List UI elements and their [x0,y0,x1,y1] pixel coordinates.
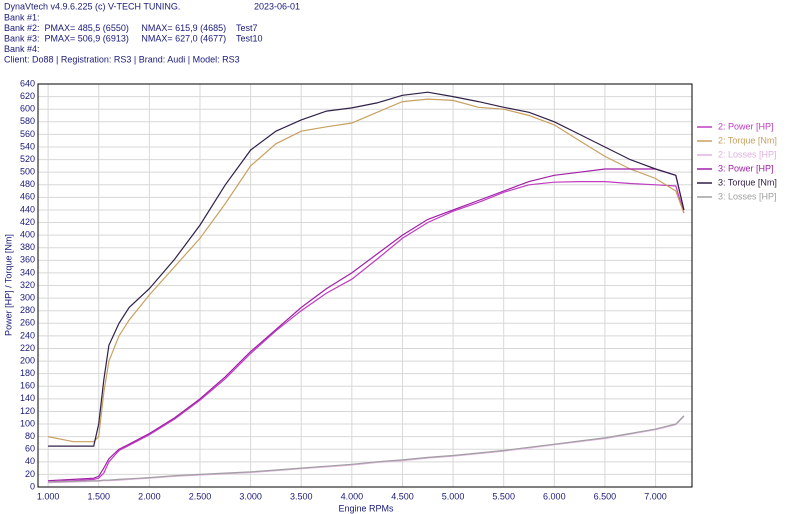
x-tick-label: 4.000 [341,491,364,501]
y-tick-label: 20 [25,469,35,479]
y-tick-label: 400 [20,230,35,240]
y-tick-label: 180 [20,368,35,378]
series-line [48,168,685,482]
x-tick-label: 5.000 [442,491,465,501]
y-tick-label: 640 [20,78,35,88]
legend-label: 3: Torque [Nm] [718,177,777,187]
y-tick-label: 620 [20,91,35,101]
y-tick-label: 120 [20,406,35,416]
x-axis-label: Engine RPMs [338,503,394,513]
y-tick-label: 340 [20,267,35,277]
y-tick-label: 460 [20,192,35,202]
x-tick-label: 5.500 [492,491,515,501]
series-line [47,98,685,443]
app-title: DynaVtech v4.9.6.225 (c) V-TECH TUNING. [4,1,180,11]
y-axis-label: Power [HP] / Torque [Nm] [3,234,13,336]
legend-label: 2: Losses [HP] [718,149,777,159]
series-line [48,91,685,447]
plot-border [37,83,693,488]
header-line: Bank #1: [4,12,40,22]
y-tick-label: 280 [20,305,35,315]
x-tick-label: 2.500 [189,491,212,501]
y-tick-label: 240 [20,330,35,340]
y-tick-label: 80 [25,431,35,441]
y-tick-label: 600 [20,104,35,114]
x-tick-label: 7.000 [644,491,667,501]
y-tick-label: 560 [20,129,35,139]
y-tick-label: 360 [20,255,35,265]
y-tick-label: 220 [20,343,35,353]
y-tick-label: 320 [20,280,35,290]
x-tick-label: 3.000 [239,491,262,501]
y-tick-label: 60 [25,444,35,454]
x-tick-label: 1.500 [87,491,110,501]
header-line: Bank #3: PMAX= 506,9 (6913) NMAX= 627,0 … [4,33,262,43]
x-tick-label: 4.500 [391,491,414,501]
x-tick-label: 1.000 [37,491,60,501]
y-tick-label: 420 [20,217,35,227]
y-tick-label: 140 [20,393,35,403]
header-line: Client: Do88 | Registration: RS3 | Brand… [4,54,240,64]
y-tick-label: 100 [20,418,35,428]
series-line [48,181,685,483]
y-tick-label: 380 [20,242,35,252]
y-tick-label: 200 [20,355,35,365]
y-tick-label: 40 [25,456,35,466]
y-tick-label: 260 [20,318,35,328]
y-tick-label: 160 [20,381,35,391]
legend-label: 2: Torque [Nm] [718,135,777,145]
y-tick-label: 540 [20,141,35,151]
header-line: Bank #4: [4,44,40,54]
y-tick-label: 440 [20,204,35,214]
series-line [48,415,685,483]
y-tick-label: 300 [20,292,35,302]
header-line: Bank #2: PMAX= 485,5 (6550) NMAX= 615,9 … [4,23,257,33]
y-tick-label: 500 [20,167,35,177]
y-tick-label: 480 [20,179,35,189]
date: 2023-06-01 [254,1,300,11]
y-tick-label: 0 [30,481,35,491]
x-tick-label: 6.000 [543,491,566,501]
x-tick-label: 3.500 [290,491,313,501]
x-tick-label: 2.000 [138,491,161,501]
legend-label: 2: Power [HP] [718,121,774,131]
legend-label: 3: Losses [HP] [718,191,777,201]
x-tick-label: 6.500 [594,491,617,501]
y-tick-label: 580 [20,116,35,126]
y-tick-label: 520 [20,154,35,164]
legend-label: 3: Power [HP] [718,163,774,173]
